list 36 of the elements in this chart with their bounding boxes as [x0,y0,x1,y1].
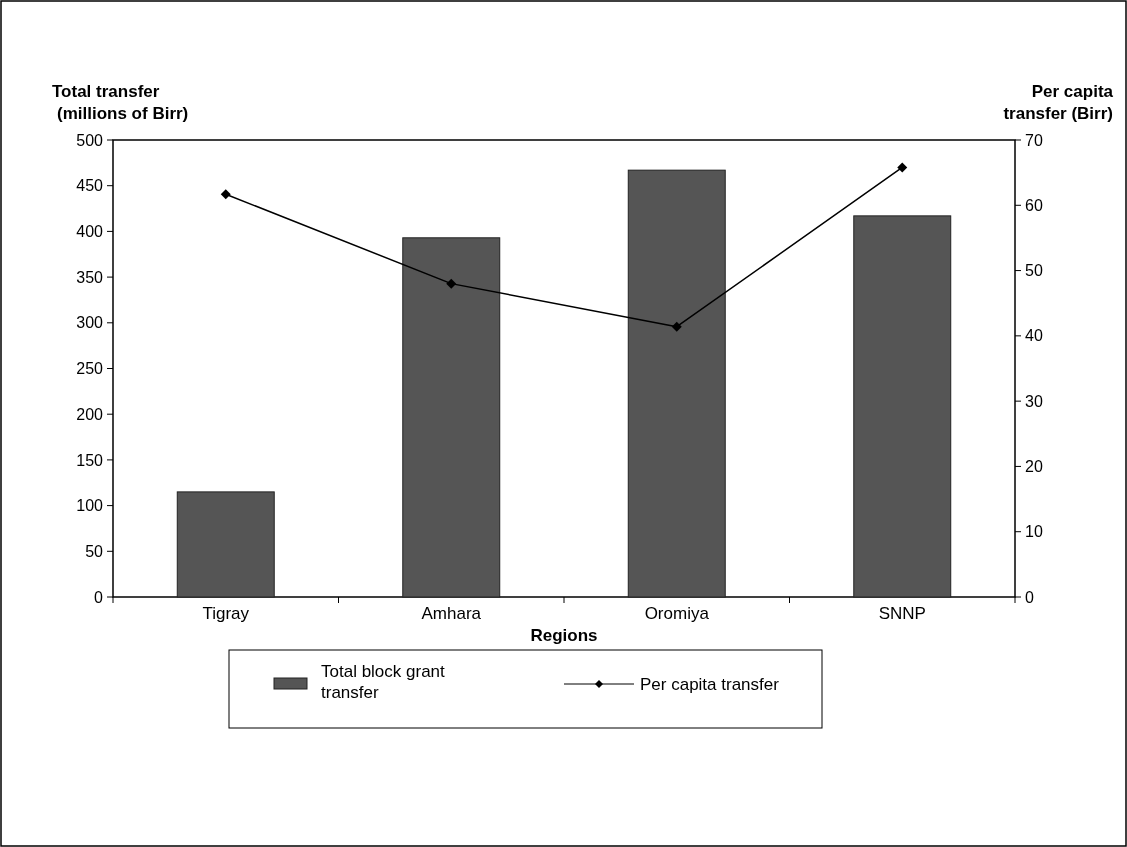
bar [853,215,952,598]
y2-tick-label: 60 [1025,196,1043,214]
y-tick-label: 0 [94,588,104,606]
y2-tick-label: 30 [1025,392,1043,410]
x-tick-label: SNNP [878,604,926,623]
y2-tick-label: 50 [1025,262,1043,280]
y-tick-label: 50 [85,542,104,560]
y-tick-label: 200 [76,405,104,423]
point [446,278,457,289]
point [897,162,908,173]
y-tick-label: 400 [76,223,104,240]
x-tick-label: Tigray [202,604,250,623]
y-axis-title: Total transfer (millions of Birr) [52,82,189,123]
y2-tick-label: 20 [1025,458,1043,476]
x-axis-title: Regions [530,626,598,645]
y2-tick-label: 40 [1025,327,1043,345]
y2-tick-label: 0 [1025,588,1034,606]
x-tick-label: Oromiya [644,604,710,623]
bar [627,169,726,598]
y2-tick-label: 70 [1025,131,1043,149]
y2-axis-title: Per capita transfer (Birr) [1003,82,1114,123]
point [671,321,682,332]
y-tick-label: 450 [76,177,104,195]
point [220,189,231,200]
legend-label: Total block grant transfer [321,662,446,702]
y-tick-label: 150 [76,451,104,469]
legend-label: Per capita transfer [640,674,780,694]
y-tick-label: 250 [76,360,104,378]
y-tick-label: 100 [76,497,104,515]
bar [402,237,501,598]
bar [176,491,275,598]
y-tick-label: 350 [76,268,104,286]
y2-tick-label: 10 [1025,523,1043,541]
y-tick-label: 500 [76,131,104,149]
y-tick-label: 300 [76,314,104,332]
x-tick-label: Amhara [421,604,482,623]
